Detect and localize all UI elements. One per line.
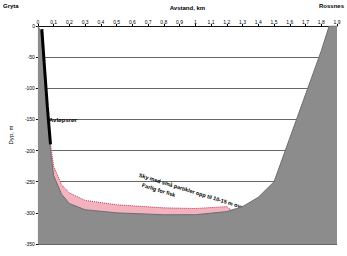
- svg-text:0,3: 0,3: [82, 19, 89, 25]
- svg-text:1,1: 1,1: [208, 19, 215, 25]
- svg-text:0,1: 0,1: [50, 19, 57, 25]
- svg-text:-300: -300: [25, 210, 35, 216]
- svg-text:0: 0: [37, 19, 40, 25]
- svg-text:0,9: 0,9: [176, 19, 183, 25]
- svg-text:Farlig for fisk: Farlig for fisk: [141, 182, 177, 198]
- svg-text:-50: -50: [28, 54, 35, 60]
- svg-text:Avstand, km: Avstand, km: [170, 5, 205, 11]
- svg-text:1,9: 1,9: [334, 19, 341, 25]
- svg-text:-100: -100: [25, 85, 35, 91]
- svg-text:0: 0: [32, 23, 35, 29]
- svg-text:-200: -200: [25, 148, 35, 154]
- svg-text:0,8: 0,8: [160, 19, 167, 25]
- svg-text:1,8: 1,8: [318, 19, 325, 25]
- svg-text:1,2: 1,2: [223, 19, 230, 25]
- svg-text:Avløpsrør: Avløpsrør: [49, 117, 78, 123]
- svg-text:1,7: 1,7: [302, 19, 309, 25]
- svg-text:-250: -250: [25, 179, 35, 185]
- svg-text:0,4: 0,4: [97, 19, 104, 25]
- svg-text:0,7: 0,7: [145, 19, 152, 25]
- svg-text:0,2: 0,2: [66, 19, 73, 25]
- svg-text:Dyp, m: Dyp, m: [8, 125, 14, 144]
- svg-text:Sky med små partikler opp til: Sky med små partikler opp til 10-15 m ov…: [138, 172, 267, 217]
- svg-text:1: 1: [194, 19, 197, 25]
- svg-text:0,6: 0,6: [129, 19, 136, 25]
- svg-text:0,5: 0,5: [113, 19, 120, 25]
- svg-text:Rossnes: Rossnes: [319, 3, 345, 9]
- svg-text:-350: -350: [25, 241, 35, 247]
- svg-text:-150: -150: [25, 116, 35, 122]
- svg-text:1,4: 1,4: [255, 19, 262, 25]
- svg-text:Gryta: Gryta: [3, 3, 19, 9]
- svg-text:1,6: 1,6: [286, 19, 293, 25]
- svg-text:1,5: 1,5: [271, 19, 278, 25]
- svg-text:1,3: 1,3: [239, 19, 246, 25]
